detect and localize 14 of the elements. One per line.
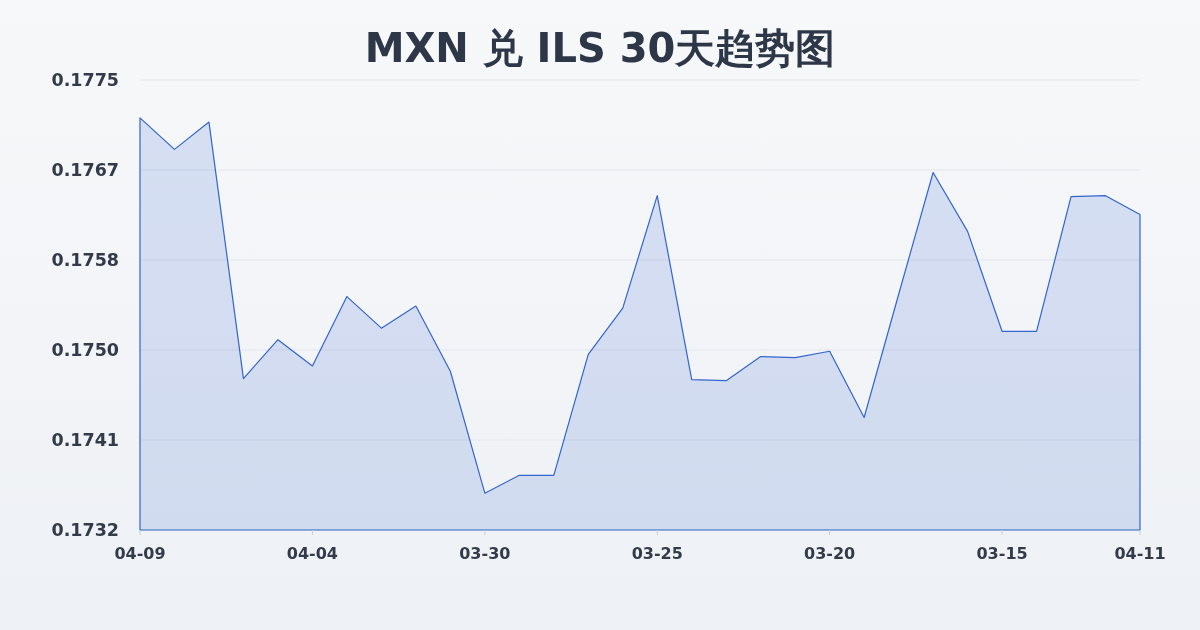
x-tick-label: 04-09 [114, 544, 166, 563]
y-tick-label: 0.1758 [51, 250, 119, 270]
x-tick-label: 04-04 [286, 544, 338, 563]
x-tick-label: 03-25 [631, 544, 683, 563]
x-tick-label: 03-20 [804, 544, 856, 563]
y-tick-label: 0.1732 [51, 520, 119, 540]
x-tick-label: 03-30 [459, 544, 511, 563]
y-tick-label: 0.1775 [51, 70, 119, 90]
x-tick-label: 04-11 [1114, 544, 1166, 563]
y-tick-label: 0.1767 [51, 160, 119, 180]
x-tick-label: 03-15 [976, 544, 1028, 563]
title: MXN 兑 ILS 30天趋势图 [364, 25, 836, 71]
y-tick-label: 0.1750 [51, 340, 119, 360]
y-tick-label: 0.1741 [51, 430, 119, 450]
